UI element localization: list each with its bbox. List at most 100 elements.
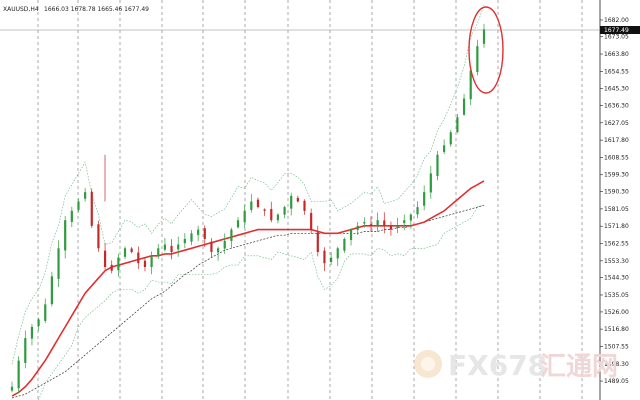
candle-body — [276, 214, 280, 221]
candle-body — [30, 326, 34, 339]
candle-body — [303, 200, 306, 211]
price-tick-label: 1516.80 — [604, 326, 629, 333]
candle-body — [90, 191, 93, 226]
chart-header-ohlc: 1666.03 1678.78 1665.46 1677.49 — [44, 6, 149, 13]
price-tick-label: 1636.30 — [604, 102, 629, 109]
watermark-brand-cn: 汇通网 — [540, 352, 618, 382]
candle-body — [283, 207, 286, 215]
price-tick-label: 1599.30 — [604, 172, 629, 179]
highlight-circle — [468, 6, 504, 94]
candle-body — [336, 248, 339, 259]
candle-body — [329, 257, 333, 263]
candle-body — [190, 233, 193, 242]
candle-body — [243, 210, 246, 223]
price-tick-label: 1663.80 — [604, 51, 629, 58]
candle-body — [436, 154, 439, 176]
grid-layer — [37, 0, 583, 400]
candle-body — [236, 220, 240, 228]
candle-body — [376, 220, 379, 226]
candle-body — [157, 248, 160, 257]
candle-body — [290, 195, 293, 209]
candle-body — [223, 240, 226, 249]
candle-body — [117, 257, 120, 271]
price-tick-label: 1571.80 — [604, 223, 629, 230]
candle-body — [64, 220, 67, 251]
candle-body — [270, 209, 273, 221]
watermark-brand: FX678 — [448, 349, 547, 382]
candle-body — [197, 229, 200, 235]
candle-body — [363, 222, 366, 224]
candle-body — [323, 250, 326, 264]
price-tick-label: 1608.55 — [604, 154, 629, 161]
candle-body — [230, 229, 233, 241]
candle-body — [409, 214, 412, 221]
upper-band — [11, 4, 485, 365]
price-tick-label: 1627.05 — [604, 120, 629, 127]
watermark: FX678 汇通网 — [414, 349, 618, 382]
current-price-badge — [600, 26, 640, 34]
candle-body — [216, 248, 220, 253]
candle-body — [343, 238, 346, 251]
candle-body — [469, 70, 472, 100]
price-tick-label: 1535.05 — [604, 292, 629, 299]
candle-body — [416, 207, 419, 215]
candle-body — [316, 232, 319, 253]
candle-body — [369, 224, 373, 226]
candle-body — [449, 132, 452, 145]
candle-body — [263, 209, 266, 211]
candle-body — [170, 245, 173, 253]
candle-body — [44, 304, 47, 321]
price-tick-label: 1544.30 — [604, 275, 629, 282]
bollinger-bands — [11, 4, 485, 400]
candle-body — [389, 226, 393, 230]
candle-body — [429, 173, 432, 193]
candle-body — [50, 276, 53, 305]
candle-body — [17, 360, 20, 389]
candle-body — [310, 213, 313, 230]
candle-body — [383, 220, 386, 226]
price-tick-label: 1562.55 — [604, 241, 629, 248]
price-tick-label: 1526.00 — [604, 309, 629, 316]
price-tick-label: 1581.05 — [604, 206, 629, 213]
candle-body — [456, 117, 459, 133]
candle-body — [97, 224, 100, 249]
candle-body — [482, 29, 486, 44]
price-tick-label: 1498.30 — [604, 361, 629, 368]
candle-body — [296, 197, 299, 202]
candle-body — [177, 244, 180, 250]
price-tick-label: 1645.30 — [604, 86, 629, 93]
candle-body — [130, 248, 133, 253]
price-tick-label: 1590.30 — [604, 189, 629, 196]
price-tick-label: 1489.05 — [604, 378, 629, 385]
candle-body — [24, 338, 27, 363]
candle-body — [250, 201, 253, 210]
candle-body — [123, 248, 127, 257]
candle-body — [103, 250, 107, 267]
candle-body — [443, 145, 446, 152]
price-tick-label: 1673.05 — [604, 34, 629, 41]
candle-body — [77, 201, 80, 210]
price-tick-label: 1654.55 — [604, 68, 629, 75]
price-axis: 1682.00 1673.05 1663.80 1654.55 1645.30 1636.… — [599, 0, 629, 400]
price-tick-label: 1553.30 — [604, 258, 629, 265]
candle-body — [356, 225, 359, 230]
current-price-label: 1677.49 — [604, 27, 629, 34]
candle-body — [423, 192, 426, 206]
candle-body — [70, 210, 73, 222]
candle-body — [57, 248, 60, 279]
candle-body — [476, 46, 479, 72]
moving-averages — [11, 180, 485, 399]
chart-header-symbol: XAUUSD,H4 — [3, 6, 39, 13]
lower-band — [38, 204, 485, 400]
candle-body — [183, 238, 186, 244]
candle-body — [37, 319, 40, 327]
fast-moving-average — [11, 180, 485, 397]
candle-body — [256, 199, 260, 208]
candle-body — [143, 260, 147, 267]
candle-body — [10, 386, 14, 391]
candle-body — [163, 244, 167, 250]
candle-body — [150, 255, 153, 268]
candle-body — [110, 264, 113, 271]
price-tick-label: 1682.00 — [604, 17, 629, 24]
